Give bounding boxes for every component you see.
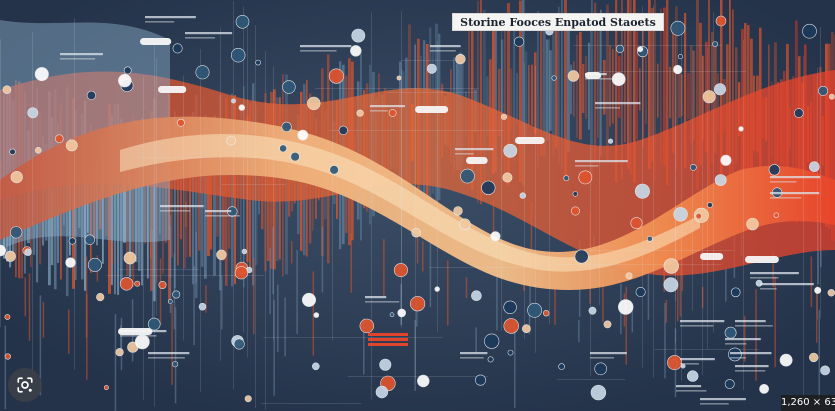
google-lens-icon: [17, 377, 33, 393]
tiny-labels: [60, 16, 821, 405]
google-lens-button[interactable]: [8, 368, 42, 402]
data-dots: [0, 14, 835, 403]
light-wave-highlight: [120, 133, 700, 272]
infographic-title: Storine Fooces Enpatod Staoets: [452, 13, 664, 31]
image-dimensions-badge: 1,260 × 630: [781, 395, 835, 411]
